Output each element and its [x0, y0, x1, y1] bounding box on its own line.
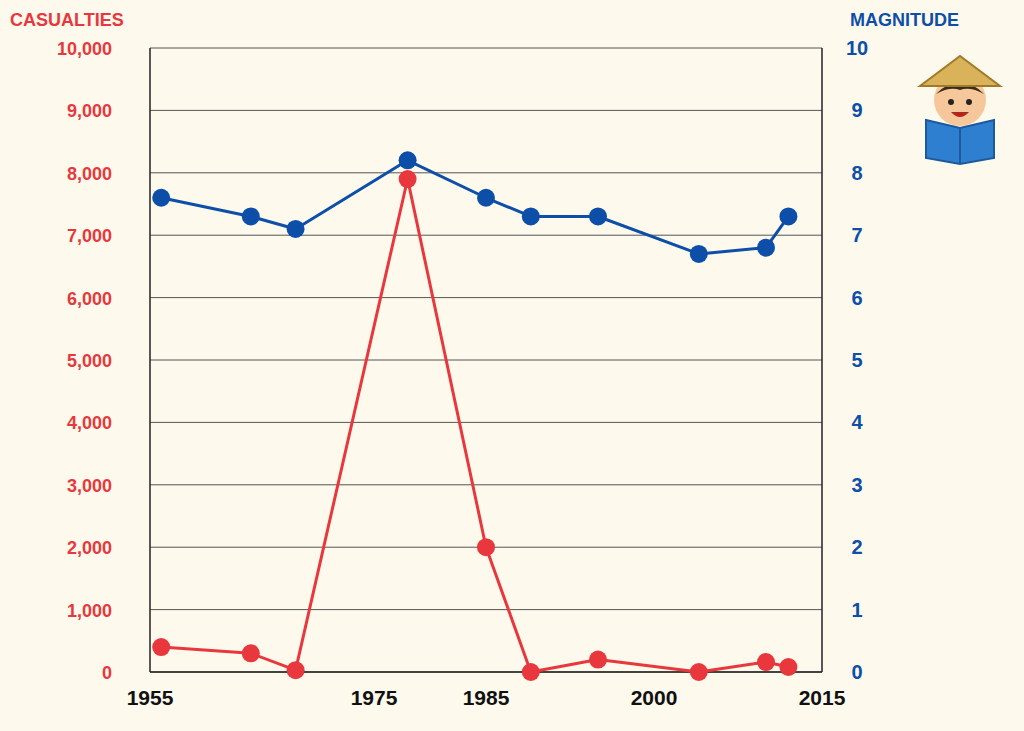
- x-tick-label: 2000: [631, 686, 678, 709]
- y2-axis-title: MAGNITUDE: [850, 10, 959, 30]
- y-axis-line: [149, 48, 151, 672]
- y2-tick-label: 2: [851, 536, 862, 558]
- background: [0, 0, 1024, 731]
- grid-line: [150, 235, 822, 236]
- point: [152, 189, 170, 207]
- y-tick-label: 0: [102, 663, 112, 683]
- point: [522, 207, 540, 225]
- y-axis-title: CASUALTIES: [10, 10, 124, 30]
- point: [757, 653, 775, 671]
- y2-tick-label: 6: [851, 287, 862, 309]
- icon-hat: [920, 56, 1000, 86]
- y-tick-label: 8,000: [67, 164, 112, 184]
- point: [152, 638, 170, 656]
- grid-line: [150, 609, 822, 610]
- chart: 0 1,000 2,000 3,000 4,000 5,000 6,000 7,000 8,00…: [0, 0, 1024, 731]
- point: [477, 189, 495, 207]
- y2-tick-label: 7: [851, 224, 862, 246]
- icon: [920, 56, 1000, 164]
- y2-axis-line: [821, 48, 823, 672]
- icon-eye: [966, 99, 972, 105]
- point: [242, 644, 260, 662]
- y2-tick-label: 5: [851, 349, 862, 371]
- y-tick-label: 7,000: [67, 226, 112, 246]
- plot-area: [152, 151, 797, 681]
- point: [477, 538, 495, 556]
- point: [522, 663, 540, 681]
- y2-tick-label: 10: [846, 37, 868, 59]
- x-tick-label: 1955: [127, 686, 174, 709]
- grid-line: [150, 110, 822, 111]
- y-tick-label: 6,000: [67, 289, 112, 309]
- point: [779, 207, 797, 225]
- point: [589, 651, 607, 669]
- point: [399, 170, 417, 188]
- y-tick-label: 2,000: [67, 538, 112, 558]
- series-line: [161, 179, 788, 672]
- icon-eye: [948, 99, 954, 105]
- x-tick-label: 2015: [799, 686, 846, 709]
- grid-line: [150, 48, 822, 49]
- point: [779, 658, 797, 676]
- icon-mouth: [951, 112, 969, 117]
- y-tick-label: 4,000: [67, 413, 112, 433]
- point: [690, 663, 708, 681]
- y-tick-label: 3,000: [67, 476, 112, 496]
- y2-tick-label: 3: [851, 474, 862, 496]
- grid-line: [150, 360, 822, 361]
- y-tick-label: 5,000: [67, 351, 112, 371]
- y2-tick-label: 1: [851, 599, 862, 621]
- y-tick-label: 1,000: [67, 601, 112, 621]
- y-tick-label: 10,000: [57, 39, 112, 59]
- point: [287, 220, 305, 238]
- series-line: [161, 160, 788, 254]
- y2-tick-label: 0: [851, 661, 862, 683]
- point: [757, 239, 775, 257]
- point: [589, 207, 607, 225]
- icon-book: [926, 120, 994, 164]
- grid-line: [150, 172, 822, 173]
- grid-line: [150, 422, 822, 423]
- x-tick-label: 1985: [463, 686, 510, 709]
- y2-tick-label: 4: [851, 411, 863, 433]
- grid-line: [150, 672, 822, 673]
- point: [690, 245, 708, 263]
- icon-book-spine: [959, 128, 961, 164]
- y2-tick-label: 8: [851, 162, 862, 184]
- point: [242, 207, 260, 225]
- y2-tick-label: 9: [851, 99, 862, 121]
- x-axis-line: [150, 671, 822, 673]
- grid-line: [150, 484, 822, 485]
- grid-line: [150, 297, 822, 298]
- point: [287, 661, 305, 679]
- y-tick-label: 9,000: [67, 101, 112, 121]
- point: [399, 151, 417, 169]
- x-tick-label: 1975: [351, 686, 398, 709]
